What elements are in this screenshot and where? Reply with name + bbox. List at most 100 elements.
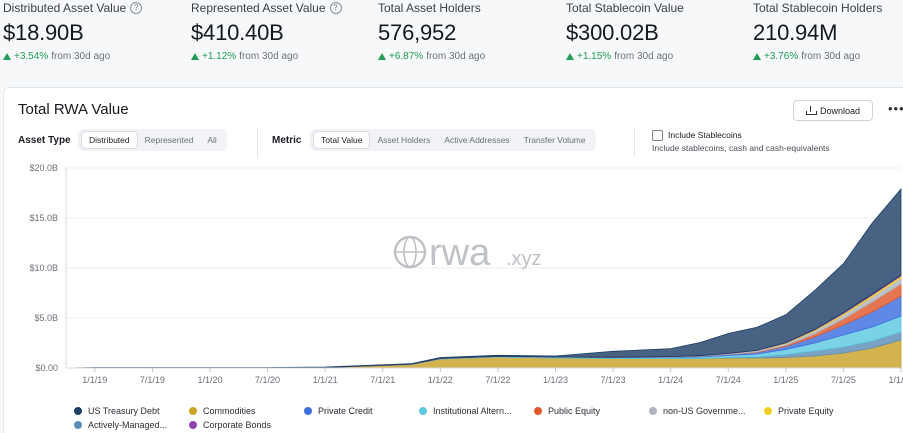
include-stablecoins-checkbox[interactable] bbox=[652, 130, 663, 141]
stat-value: $300.02B bbox=[566, 20, 659, 45]
x-tick-label: 1/1/23 bbox=[543, 375, 568, 385]
asset-type-option-all[interactable]: All bbox=[207, 135, 217, 145]
y-tick-label: $10.0B bbox=[29, 263, 58, 273]
asset-type-toggle: Distributed Represented All bbox=[78, 129, 227, 151]
download-label: Download bbox=[819, 105, 861, 116]
download-button[interactable]: Download bbox=[793, 100, 873, 121]
stat-label: Total Asset Holders bbox=[378, 1, 481, 15]
legend-label: Corporate Bonds bbox=[203, 420, 272, 430]
y-tick-label: $5.0B bbox=[34, 313, 58, 323]
legend-item[interactable]: Institutional Altern... bbox=[419, 406, 512, 416]
legend-item[interactable]: non-US Governme... bbox=[649, 406, 746, 416]
card-title: Total RWA Value bbox=[18, 101, 129, 118]
legend-swatch bbox=[764, 407, 772, 415]
legend-swatch bbox=[534, 407, 542, 415]
info-icon[interactable]: ? bbox=[130, 2, 143, 14]
stat-label: Total Stablecoin Value bbox=[566, 1, 684, 15]
legend-label: Private Credit bbox=[318, 406, 373, 416]
stats-row: Distributed Asset Value ? $18.90B +3.54%… bbox=[0, 0, 903, 80]
x-tick-label: 1/1/22 bbox=[428, 375, 453, 385]
stat-change: +3.54% bbox=[14, 51, 49, 62]
stat-total-stablecoin-value: Total Stablecoin Value $300.02B +1.15% f… bbox=[566, 0, 684, 62]
filter-divider bbox=[634, 127, 635, 157]
metric-option-active-addresses[interactable]: Active Addresses bbox=[444, 135, 510, 145]
legend-item[interactable]: Corporate Bonds bbox=[189, 420, 271, 430]
stat-label: Distributed Asset Value bbox=[3, 1, 127, 15]
x-tick-label: 7/1/25 bbox=[831, 375, 856, 385]
legend-swatch bbox=[419, 407, 427, 415]
x-tick-label: 7/1/19 bbox=[140, 375, 165, 385]
metric-option-transfer-volume[interactable]: Transfer Volume bbox=[523, 135, 586, 145]
stat-change-suffix: from 30d ago bbox=[51, 51, 111, 62]
stat-value: 210.94M bbox=[753, 20, 838, 45]
stat-change-suffix: from 30d ago bbox=[239, 51, 299, 62]
legend-item[interactable]: Public Equity bbox=[534, 406, 600, 416]
legend-label: Actively-Managed... bbox=[88, 420, 168, 430]
legend-item[interactable]: Actively-Managed... bbox=[74, 420, 167, 430]
asset-type-option-distributed[interactable]: Distributed bbox=[81, 131, 138, 149]
stat-change: +6.87% bbox=[389, 51, 424, 62]
up-arrow-icon bbox=[566, 53, 574, 60]
metric-option-asset-holders[interactable]: Asset Holders bbox=[377, 135, 431, 145]
metric-label: Metric bbox=[272, 135, 302, 146]
stat-value: 576,952 bbox=[378, 20, 457, 45]
x-tick-label: 7/1/24 bbox=[716, 375, 741, 385]
x-tick-label: 1/1/26 bbox=[888, 375, 903, 385]
filter-divider bbox=[257, 127, 258, 157]
x-tick-label: 7/1/20 bbox=[255, 375, 280, 385]
rwa-area-chart[interactable]: rwa .xyz $0.00 $5.0B $10.0B $15.0B $20.0B 1/1… bbox=[4, 163, 903, 403]
watermark-brand: rwa bbox=[429, 232, 491, 274]
x-tick-label: 1/1/19 bbox=[82, 375, 107, 385]
stat-represented-asset-value: Represented Asset Value ? $410.40B +1.12… bbox=[191, 0, 342, 62]
legend-swatch bbox=[74, 421, 82, 429]
include-stablecoins-sublabel: Include stablecoins, cash and cash-equiv… bbox=[652, 143, 830, 153]
info-icon[interactable]: ? bbox=[329, 2, 342, 14]
up-arrow-icon bbox=[191, 53, 199, 60]
legend-swatch bbox=[304, 407, 312, 415]
y-tick-label: $0.00 bbox=[35, 363, 58, 373]
legend-label: Institutional Altern... bbox=[433, 406, 512, 416]
legend-label: Public Equity bbox=[548, 406, 601, 416]
asset-type-option-represented[interactable]: Represented bbox=[144, 135, 194, 145]
rwa-watermark: rwa .xyz bbox=[393, 232, 542, 274]
stat-total-stablecoin-holders: Total Stablecoin Holders 210.94M +3.76% … bbox=[753, 0, 882, 62]
stat-change: +1.12% bbox=[202, 51, 237, 62]
up-arrow-icon bbox=[753, 53, 761, 60]
stat-change-suffix: from 30d ago bbox=[801, 51, 861, 62]
x-tick-label: 1/1/25 bbox=[773, 375, 798, 385]
legend-swatch bbox=[189, 421, 197, 429]
legend-item[interactable]: Private Credit bbox=[304, 406, 373, 416]
legend-item[interactable]: Private Equity bbox=[764, 406, 834, 416]
y-tick-label: $15.0B bbox=[29, 213, 58, 223]
legend-label: Private Equity bbox=[778, 406, 834, 416]
stat-distributed-asset-value: Distributed Asset Value ? $18.90B +3.54%… bbox=[3, 0, 143, 62]
stat-label: Total Stablecoin Holders bbox=[753, 1, 883, 15]
axes: $0.00 $5.0B $10.0B $15.0B $20.0B 1/1/19 7/1/19… bbox=[29, 163, 903, 385]
x-tick-label: 1/1/24 bbox=[658, 375, 683, 385]
legend-label: Commodities bbox=[203, 406, 256, 416]
x-tick-label: 1/1/20 bbox=[197, 375, 222, 385]
stat-change: +3.76% bbox=[764, 51, 799, 62]
x-tick-label: 1/1/21 bbox=[313, 375, 338, 385]
stat-change: +1.15% bbox=[577, 51, 612, 62]
stat-change-suffix: from 30d ago bbox=[614, 51, 674, 62]
area-series bbox=[65, 187, 902, 369]
include-stablecoins-label[interactable]: Include Stablecoins bbox=[668, 130, 742, 140]
more-options-icon[interactable]: ••• bbox=[888, 101, 903, 116]
legend-swatch bbox=[649, 407, 657, 415]
watermark-tld: .xyz bbox=[506, 248, 542, 270]
legend-item[interactable]: US Treasury Debt bbox=[74, 406, 160, 416]
asset-type-label: Asset Type bbox=[18, 135, 71, 146]
stat-value: $410.40B bbox=[191, 20, 284, 45]
stat-value: $18.90B bbox=[3, 20, 84, 45]
stat-total-asset-holders: Total Asset Holders 576,952 +6.87% from … bbox=[378, 0, 485, 62]
legend-label: non-US Governme... bbox=[663, 406, 746, 416]
stat-label: Represented Asset Value bbox=[191, 1, 326, 15]
legend-item[interactable]: Commodities bbox=[189, 406, 256, 416]
y-tick-label: $20.0B bbox=[29, 163, 58, 173]
metric-option-total-value[interactable]: Total Value bbox=[313, 131, 371, 149]
legend-label: US Treasury Debt bbox=[88, 406, 160, 416]
x-tick-label: 7/1/22 bbox=[485, 375, 510, 385]
area-us-treasury-debt bbox=[65, 187, 902, 369]
up-arrow-icon bbox=[378, 53, 386, 60]
